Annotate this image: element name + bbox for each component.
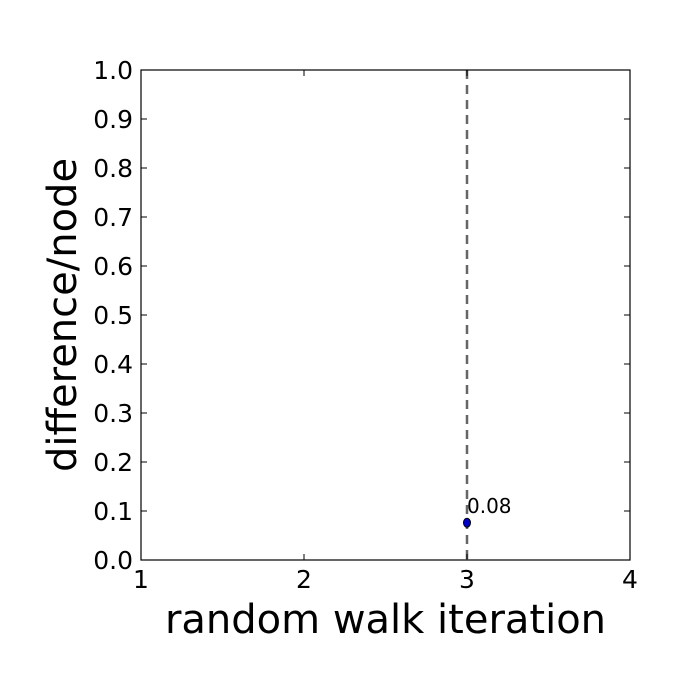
y-tick-label: 1.0	[93, 56, 133, 85]
y-tick-label: 0.6	[93, 252, 133, 281]
tick-layer: 1 2 3 4 0.0 0.1 0.2 0.3 0.4 0.5 0.6 0.7 0.8 0.9 1.0	[93, 56, 638, 594]
y-tick-label: 0.4	[93, 350, 133, 379]
data-point	[463, 517, 471, 528]
plot-layer: 0.08	[463, 70, 512, 560]
y-tick-label: 0.1	[93, 497, 133, 526]
y-tick-label: 0.5	[93, 301, 133, 330]
x-axis-title: random walk iteration	[165, 597, 606, 643]
y-tick-label: 0.7	[93, 203, 133, 232]
x-tick-label: 1	[133, 565, 149, 594]
y-tick-label: 0.0	[93, 546, 133, 575]
y-tick-label: 0.3	[93, 399, 133, 428]
data-point-label: 0.08	[467, 494, 512, 518]
x-tick-label: 3	[459, 565, 475, 594]
x-tick-label: 2	[296, 565, 312, 594]
x-tick-label: 4	[622, 565, 638, 594]
y-axis-title: difference/node	[40, 158, 86, 472]
y-tick-label: 0.9	[93, 105, 133, 134]
y-tick-label: 0.8	[93, 154, 133, 183]
y-tick-label: 0.2	[93, 448, 133, 477]
